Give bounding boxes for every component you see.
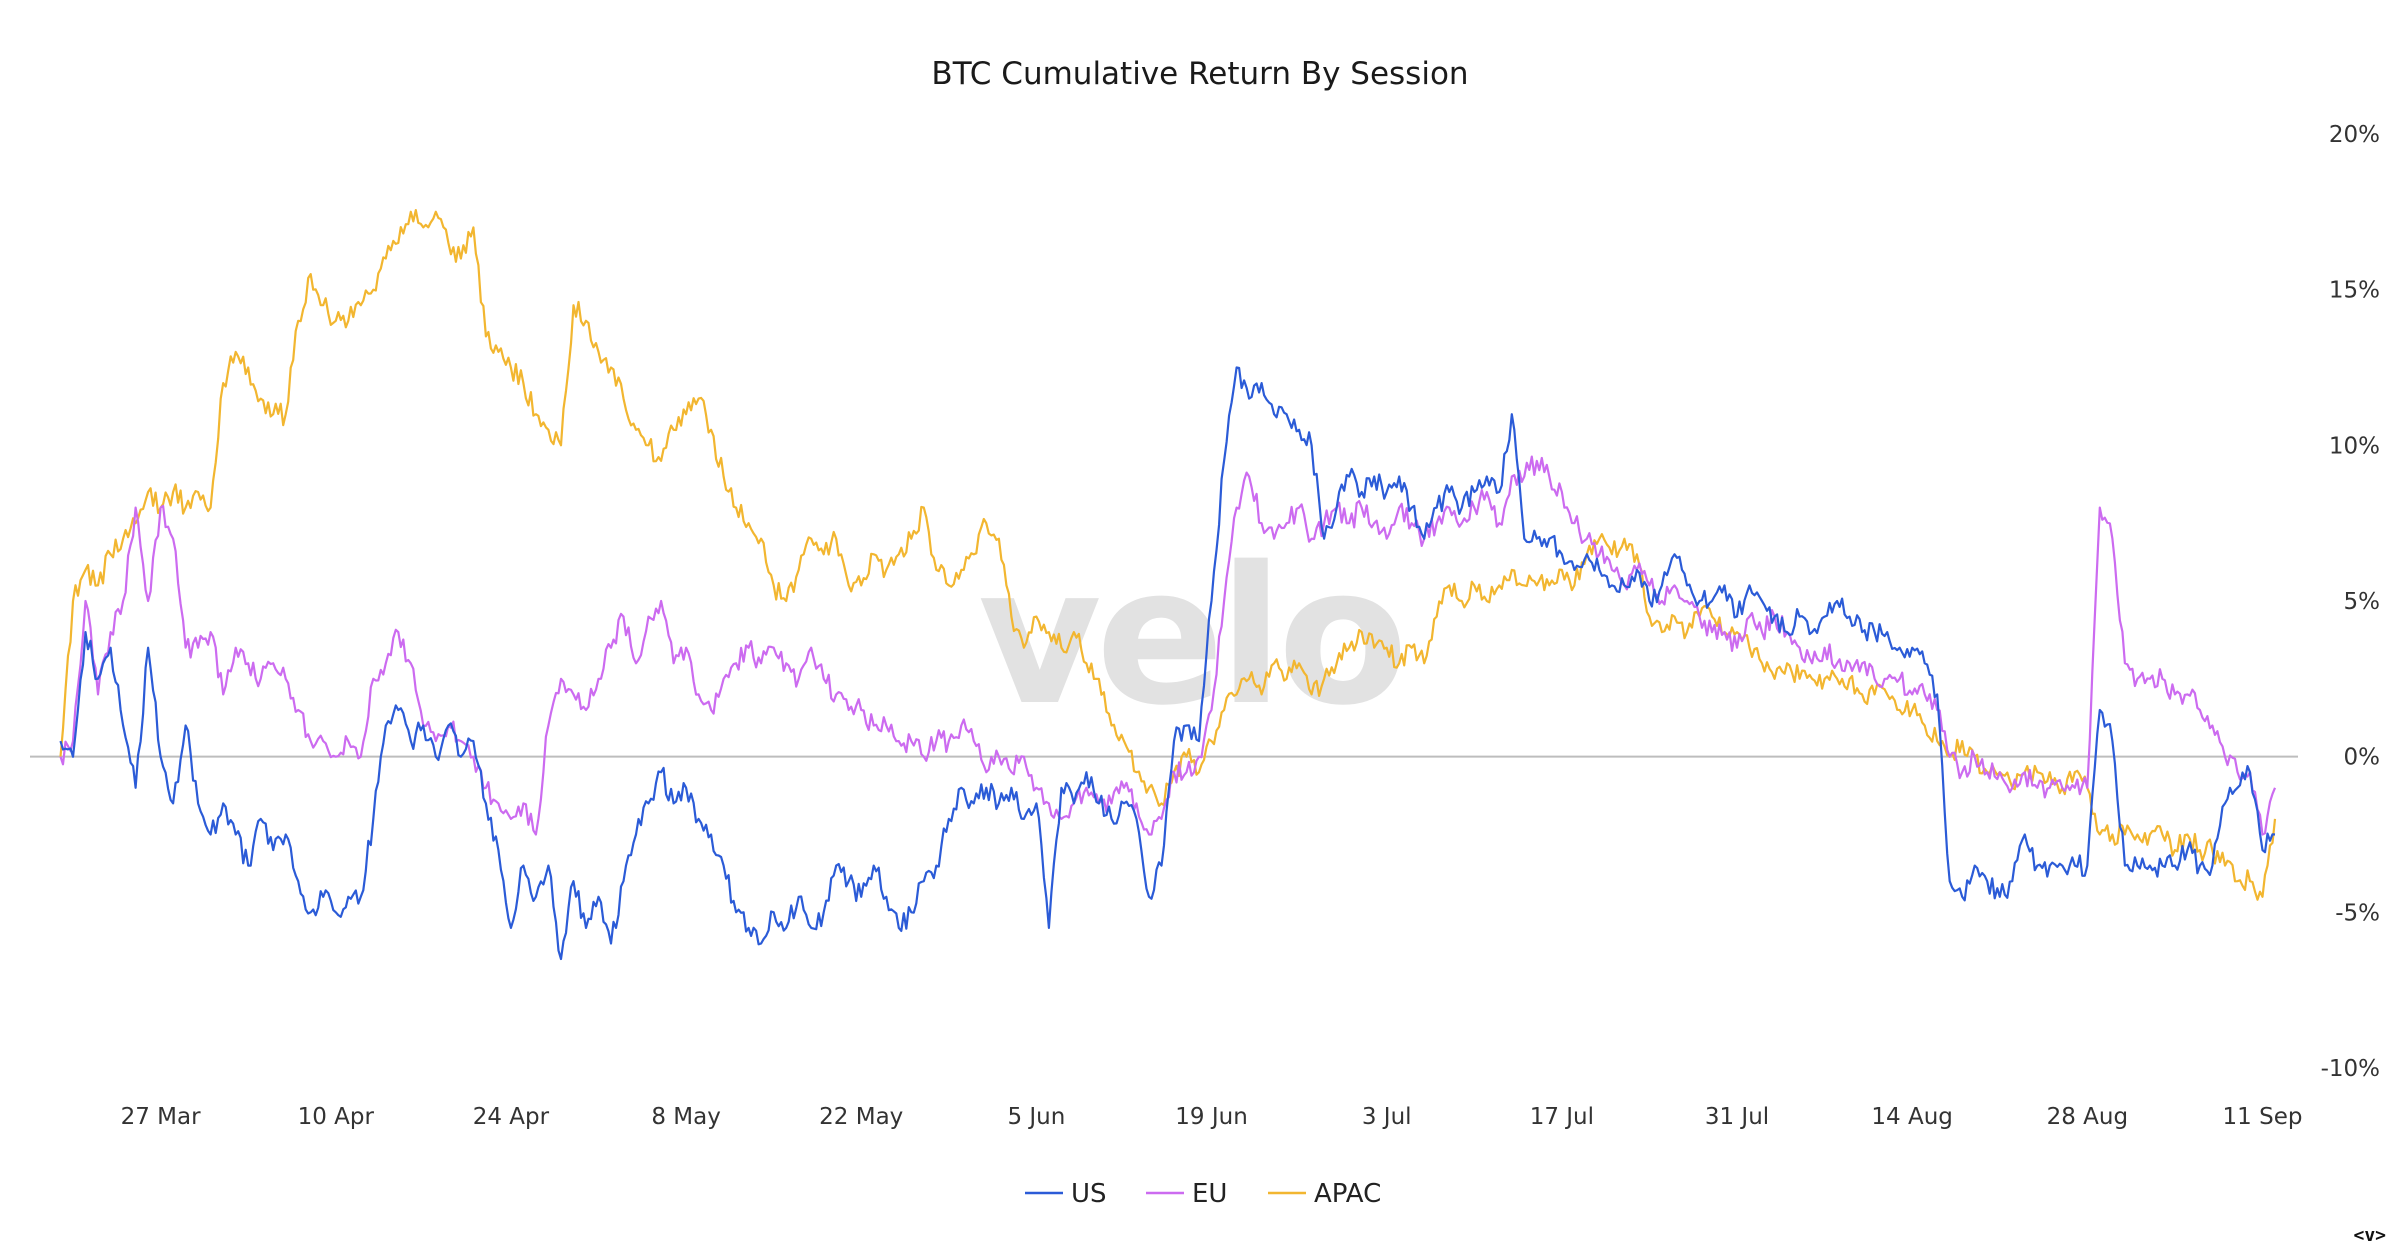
series-line-apac — [59, 209, 2277, 901]
legend-label-apac: APAC — [1314, 1179, 1381, 1209]
x-tick-label: 28 Aug — [2047, 1104, 2129, 1130]
velo-watermark: velo — [978, 526, 1402, 747]
corner-label: <v> — [2353, 1225, 2386, 1246]
x-tick-label: 11 Sep — [2223, 1104, 2303, 1130]
x-tick-label: 22 May — [819, 1104, 903, 1130]
legend: US EU APAC — [1025, 1179, 1381, 1209]
x-tick-label: 8 May — [651, 1104, 721, 1130]
y-tick-label: -5% — [2335, 900, 2380, 926]
y-axis: -10% -5% 0% 5% 10% 15% 20% — [2321, 122, 2380, 1082]
x-tick-label: 24 Apr — [473, 1104, 550, 1130]
x-tick-label: 27 Mar — [121, 1104, 202, 1130]
y-tick-label: 20% — [2329, 122, 2380, 148]
x-tick-label: 31 Jul — [1705, 1104, 1769, 1130]
y-tick-label: 0% — [2344, 745, 2381, 771]
x-tick-label: 19 Jun — [1175, 1104, 1248, 1130]
legend-label-eu: EU — [1192, 1179, 1227, 1209]
series-line-us — [59, 366, 2276, 961]
x-tick-label: 3 Jul — [1362, 1104, 1412, 1130]
x-tick-label: 14 Aug — [1871, 1104, 1953, 1130]
x-tick-label: 5 Jun — [1007, 1104, 1065, 1130]
x-tick-label: 10 Apr — [298, 1104, 375, 1130]
legend-label-us: US — [1071, 1179, 1107, 1209]
chart-title: BTC Cumulative Return By Session — [931, 56, 1468, 92]
x-tick-label: 17 Jul — [1530, 1104, 1594, 1130]
y-tick-label: 10% — [2329, 433, 2380, 459]
y-tick-label: 5% — [2344, 589, 2381, 615]
y-tick-label: 15% — [2329, 278, 2380, 304]
x-axis: 27 Mar 10 Apr 24 Apr 8 May 22 May 5 Jun 19 Jun… — [121, 1104, 2303, 1130]
series-layer — [59, 209, 2277, 961]
y-tick-label: -10% — [2321, 1056, 2380, 1082]
